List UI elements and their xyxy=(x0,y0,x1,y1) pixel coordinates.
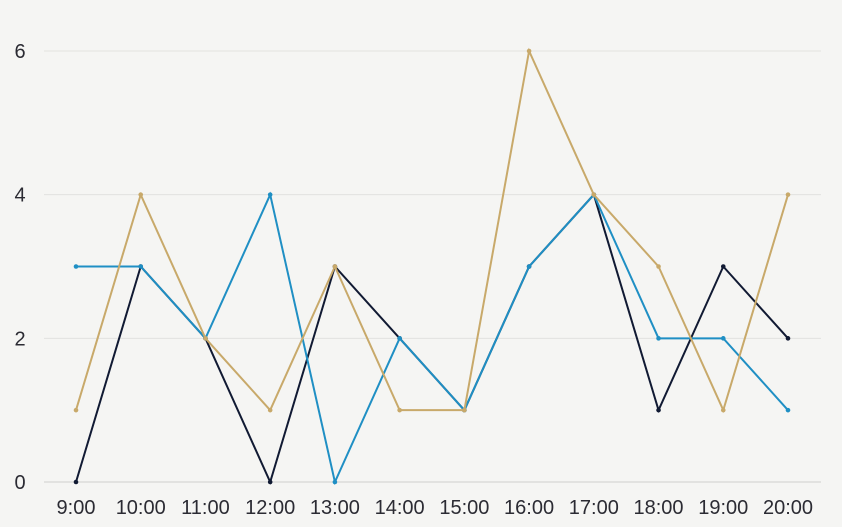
data-point xyxy=(720,336,726,341)
x-tick-label: 10:00 xyxy=(116,497,166,519)
x-tick-label: 14:00 xyxy=(375,497,425,519)
data-point xyxy=(332,264,338,269)
data-point xyxy=(526,264,532,269)
x-axis-ticks: 9:00 10:00 11:00 12:00 13:00 14:00 15:00 16:00 1… xyxy=(57,497,814,519)
data-point xyxy=(267,479,273,485)
data-point xyxy=(720,407,726,413)
series-line xyxy=(75,47,789,414)
x-tick-label: 9:00 xyxy=(57,497,96,519)
data-point xyxy=(785,407,791,413)
x-tick-label: 17:00 xyxy=(569,497,619,519)
data-point xyxy=(138,192,144,197)
data-point xyxy=(73,264,79,269)
x-tick-label: 11:00 xyxy=(181,497,230,519)
series-3 xyxy=(73,47,791,414)
x-tick-label: 20:00 xyxy=(763,497,813,519)
x-tick-label: 18:00 xyxy=(634,497,684,519)
data-point xyxy=(267,192,273,197)
data-point xyxy=(785,192,791,197)
x-tick-label: 15:00 xyxy=(439,497,489,519)
x-tick-label: 16:00 xyxy=(504,497,554,519)
data-point xyxy=(138,264,144,269)
data-point xyxy=(397,407,402,413)
data-point xyxy=(332,479,338,485)
data-point xyxy=(720,264,726,269)
data-point xyxy=(656,336,661,341)
y-axis-ticks: 0 2 4 6 xyxy=(14,41,25,494)
y-tick-label-6: 6 xyxy=(14,41,25,63)
y-tick-label-2: 2 xyxy=(14,328,25,350)
data-point xyxy=(526,48,532,54)
data-point xyxy=(73,479,79,485)
grid-lines xyxy=(44,50,821,483)
data-point xyxy=(656,407,661,413)
series-line xyxy=(76,191,789,486)
y-tick-label-4: 4 xyxy=(14,185,25,207)
x-tick-label: 12:00 xyxy=(245,497,295,519)
data-point xyxy=(267,407,273,413)
x-tick-label: 19:00 xyxy=(698,497,748,519)
data-point xyxy=(591,192,597,197)
data-point xyxy=(462,407,467,413)
y-tick-label-0: 0 xyxy=(14,472,25,494)
x-tick-label: 13:00 xyxy=(310,497,360,519)
series-group xyxy=(73,47,791,486)
data-point xyxy=(73,407,79,413)
data-point xyxy=(397,336,402,341)
data-point xyxy=(656,264,661,269)
data-point xyxy=(785,336,791,341)
data-point xyxy=(203,336,208,341)
